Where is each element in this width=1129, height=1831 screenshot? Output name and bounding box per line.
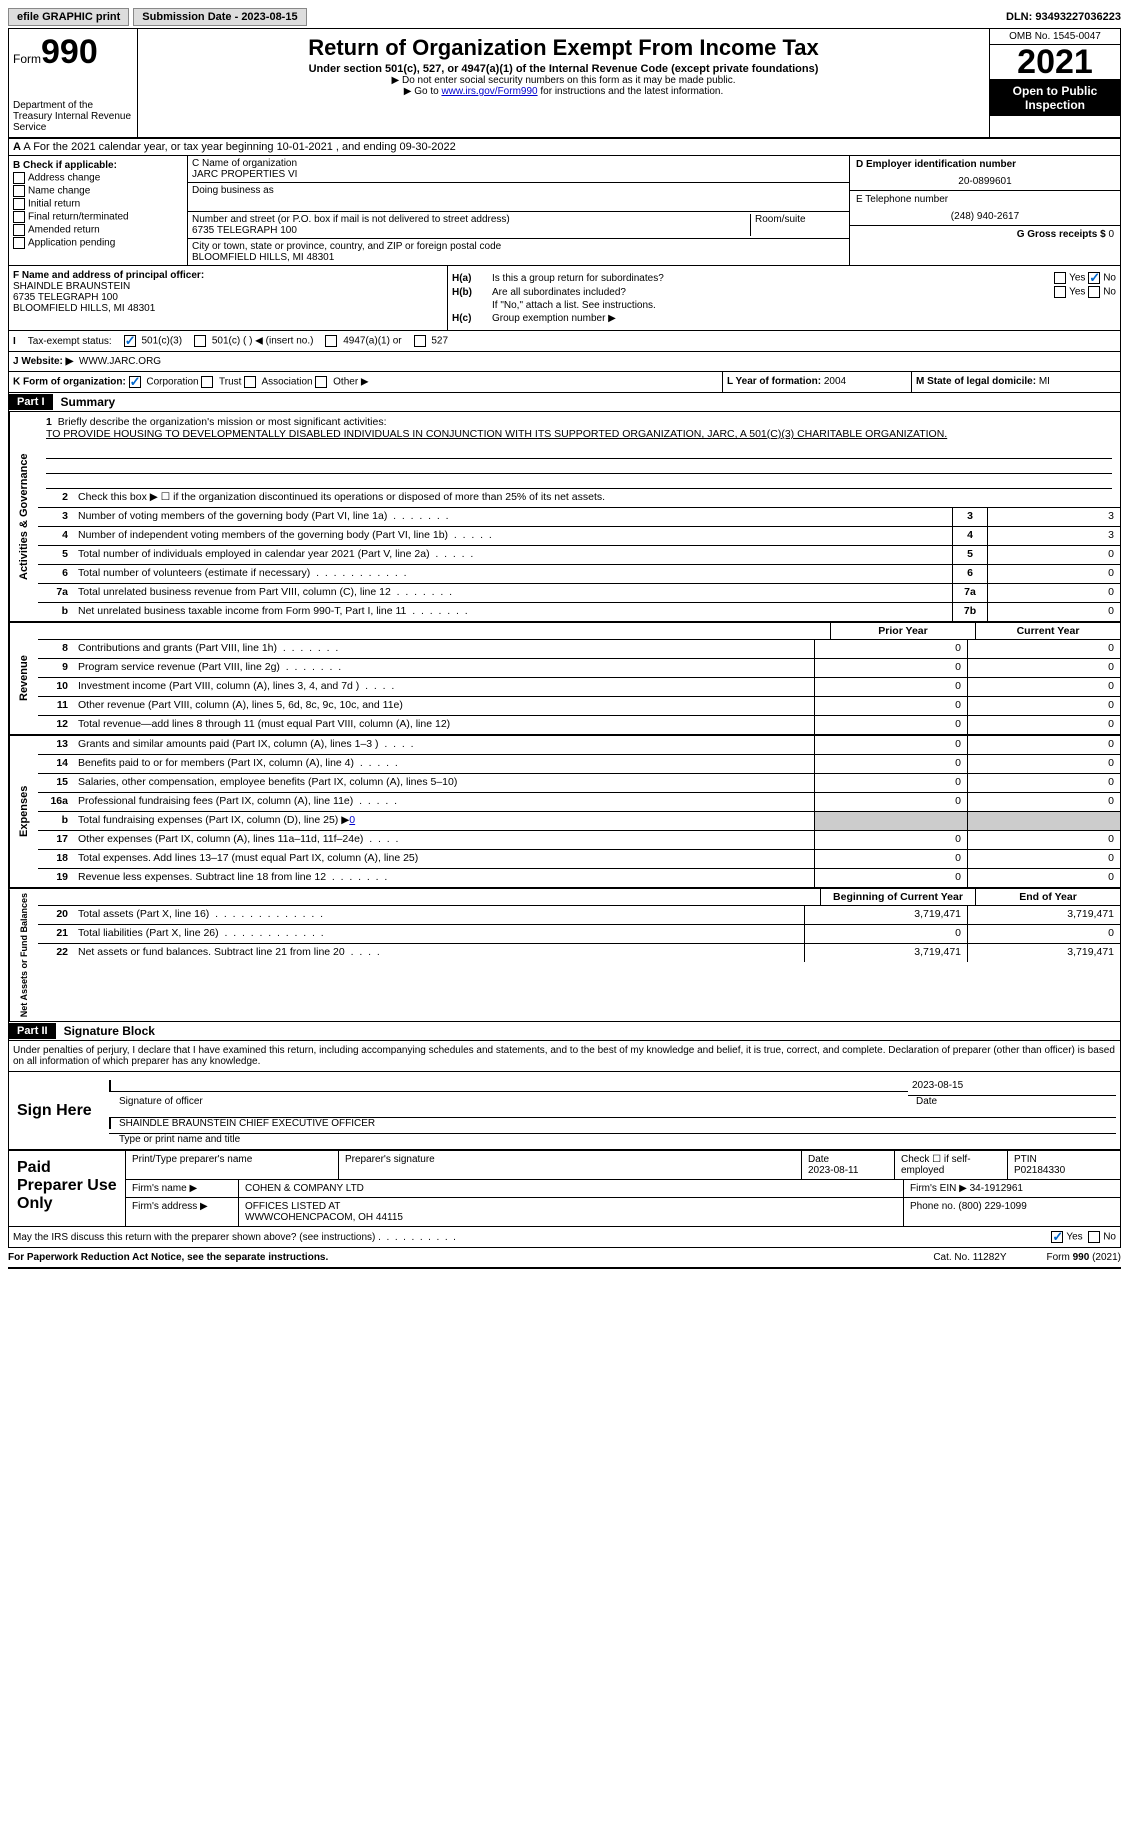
org-name: JARC PROPERTIES VI xyxy=(192,169,845,180)
section-bcd: B Check if applicable: Address change Na… xyxy=(8,156,1121,266)
form-title: Return of Organization Exempt From Incom… xyxy=(142,35,985,61)
efile-btn[interactable]: efile GRAPHIC print xyxy=(8,8,129,26)
f-label: F Name and address of principal officer: xyxy=(13,270,204,281)
penalties-text: Under penalties of perjury, I declare th… xyxy=(8,1041,1121,1072)
line-16b: Total fundraising expenses (Part IX, col… xyxy=(74,812,814,830)
dept: Department of the Treasury Internal Reve… xyxy=(13,100,133,133)
sec-b: B Check if applicable: Address change Na… xyxy=(9,156,188,265)
street-label: Number and street (or P.O. box if mail i… xyxy=(192,214,750,225)
form-subtitle: Under section 501(c), 527, or 4947(a)(1)… xyxy=(142,63,985,75)
street: 6735 TELEGRAPH 100 xyxy=(192,225,750,236)
line-16a: Professional fundraising fees (Part IX, … xyxy=(74,793,814,811)
cb-app[interactable]: Application pending xyxy=(13,237,183,249)
cb-final[interactable]: Final return/terminated xyxy=(13,211,183,223)
line-10: Investment income (Part VIII, column (A)… xyxy=(74,678,814,696)
line-20: Total assets (Part X, line 16) . . . . .… xyxy=(74,906,804,924)
ptin: P02184330 xyxy=(1014,1165,1065,1176)
line-12: Total revenue—add lines 8 through 11 (mu… xyxy=(74,716,814,734)
inst-1: ▶ Do not enter social security numbers o… xyxy=(142,75,985,86)
mission-label: Briefly describe the organization's miss… xyxy=(58,416,387,428)
cb-init[interactable]: Initial return xyxy=(13,198,183,210)
ha-text: Is this a group return for subordinates? xyxy=(492,273,664,284)
firm-phone: (800) 229-1099 xyxy=(958,1201,1026,1212)
d-label: D Employer identification number xyxy=(856,159,1016,170)
officer-name-title: SHAINDLE BRAUNSTEIN CHIEF EXECUTIVE OFFI… xyxy=(119,1118,1116,1129)
website: WWW.JARC.ORG xyxy=(79,356,161,367)
line-11: Other revenue (Part VIII, column (A), li… xyxy=(74,697,814,715)
may-discuss-row: May the IRS discuss this return with the… xyxy=(8,1227,1121,1248)
dln: DLN: 93493227036223 xyxy=(1006,11,1121,23)
footer: For Paperwork Reduction Act Notice, see … xyxy=(8,1248,1121,1269)
line-14: Benefits paid to or for members (Part IX… xyxy=(74,755,814,773)
hb-text: Are all subordinates included? xyxy=(492,287,626,298)
line-22: Net assets or fund balances. Subtract li… xyxy=(74,944,804,962)
vlabel-na: Net Assets or Fund Balances xyxy=(9,889,38,1021)
line-2: Check this box ▶ ☐ if the organization d… xyxy=(74,489,1120,507)
c-name-label: C Name of organization xyxy=(192,158,845,169)
year-formation: 2004 xyxy=(824,376,846,387)
line-8: Contributions and grants (Part VIII, lin… xyxy=(74,640,814,658)
line-3: Number of voting members of the governin… xyxy=(74,508,952,526)
officer-name: SHAINDLE BRAUNSTEIN xyxy=(13,281,130,292)
submission-date: Submission Date - 2023-08-15 xyxy=(133,8,306,26)
part1-header: Part ISummary xyxy=(8,393,1121,412)
city-label: City or town, state or province, country… xyxy=(192,241,845,252)
mission-text: TO PROVIDE HOUSING TO DEVELOPMENTALLY DI… xyxy=(46,428,1112,440)
line-4: Number of independent voting members of … xyxy=(74,527,952,545)
vlabel-ag: Activities & Governance xyxy=(9,412,38,621)
line-18: Total expenses. Add lines 13–17 (must eq… xyxy=(74,850,814,868)
line-19: Revenue less expenses. Subtract line 18 … xyxy=(74,869,814,887)
tax-year-line: A A For the 2021 calendar year, or tax y… xyxy=(9,139,460,155)
city: BLOOMFIELD HILLS, MI 48301 xyxy=(192,252,845,263)
website-row: J Website: ▶ WWW.JARC.ORG xyxy=(8,352,1121,372)
phone: (248) 940-2617 xyxy=(856,211,1114,222)
officer-addr2: BLOOMFIELD HILLS, MI 48301 xyxy=(13,303,155,314)
firm-addr: OFFICES LISTED AT xyxy=(245,1201,340,1212)
tax-year: 2021 xyxy=(990,45,1120,80)
part2-header: Part IISignature Block xyxy=(8,1022,1121,1041)
vlabel-exp: Expenses xyxy=(9,736,38,887)
firm-name: COHEN & COMPANY LTD xyxy=(239,1180,904,1197)
room-label: Room/suite xyxy=(750,214,845,236)
line-7a: Total unrelated business revenue from Pa… xyxy=(74,584,952,602)
g-label: G Gross receipts $ xyxy=(1017,229,1106,240)
cb-addr[interactable]: Address change xyxy=(13,172,183,184)
line-15: Salaries, other compensation, employee b… xyxy=(74,774,814,792)
form-header: Form990 Department of the Treasury Inter… xyxy=(8,28,1121,139)
cb-amend[interactable]: Amended return xyxy=(13,224,183,236)
hb-note: If "No," attach a list. See instructions… xyxy=(452,300,1116,311)
klm-row: K Form of organization: Corporation Trus… xyxy=(8,372,1121,393)
line-6: Total number of volunteers (estimate if … xyxy=(74,565,952,583)
tax-exempt-row: ITax-exempt status: 501(c)(3) 501(c) ( )… xyxy=(8,331,1121,352)
hc-text: Group exemption number ▶ xyxy=(492,313,616,324)
inspection: Open to Public Inspection xyxy=(990,80,1120,116)
officer-addr1: 6735 TELEGRAPH 100 xyxy=(13,292,118,303)
ein: 20-0899601 xyxy=(856,176,1114,187)
state-domicile: MI xyxy=(1039,376,1050,387)
e-label: E Telephone number xyxy=(856,194,948,205)
line-9: Program service revenue (Part VIII, line… xyxy=(74,659,814,677)
dba-label: Doing business as xyxy=(192,185,845,196)
line-5: Total number of individuals employed in … xyxy=(74,546,952,564)
line-13: Grants and similar amounts paid (Part IX… xyxy=(74,736,814,754)
sign-here-block: Sign Here 2023-08-15 Signature of office… xyxy=(8,1072,1121,1150)
cb-name[interactable]: Name change xyxy=(13,185,183,197)
vlabel-rev: Revenue xyxy=(9,623,38,734)
sign-date: 2023-08-15 xyxy=(908,1076,1116,1096)
irs-link[interactable]: www.irs.gov/Form990 xyxy=(441,86,537,97)
line-7b: Net unrelated business taxable income fr… xyxy=(74,603,952,621)
line-17: Other expenses (Part IX, column (A), lin… xyxy=(74,831,814,849)
firm-ein: 34-1912961 xyxy=(970,1183,1023,1194)
inst-2: ▶ Go to www.irs.gov/Form990 for instruct… xyxy=(142,86,985,97)
line-21: Total liabilities (Part X, line 26) . . … xyxy=(74,925,804,943)
form-number: Form990 xyxy=(13,33,133,72)
self-emp: Check ☐ if self-employed xyxy=(895,1151,1008,1179)
top-bar: efile GRAPHIC print Submission Date - 20… xyxy=(8,8,1121,26)
paid-preparer-block: Paid Preparer Use Only Print/Type prepar… xyxy=(8,1150,1121,1227)
section-fh: F Name and address of principal officer:… xyxy=(8,266,1121,331)
prep-date: 2023-08-11 xyxy=(808,1165,858,1176)
gross-receipts: 0 xyxy=(1108,229,1114,240)
